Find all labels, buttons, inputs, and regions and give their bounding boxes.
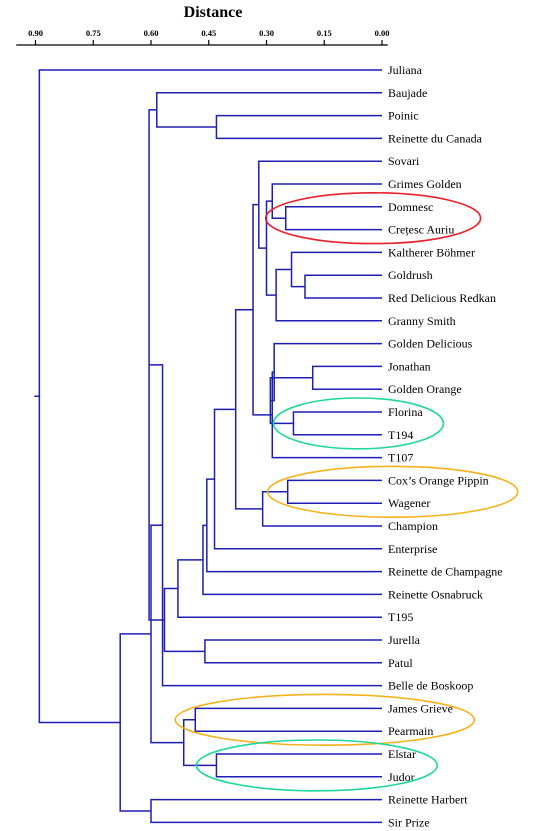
merge-link [119, 633, 151, 812]
merge-link [202, 524, 382, 596]
leaf-label-reinette-du-canada: Reinette du Canada [388, 131, 483, 145]
leaf-label-red-delicious-redkan: Red Delicious Redkan [388, 291, 496, 305]
highlight-ellipse-orange [266, 465, 519, 518]
merge-link [213, 408, 382, 550]
leaf-label-cox-s-orange-pippin: Cox’s Orange Pippin [388, 473, 489, 487]
leaf-label-t195: T195 [388, 610, 413, 624]
leaf-label-t107: T107 [388, 451, 413, 465]
merge-link [265, 200, 277, 296]
merge-link [38, 69, 382, 724]
merge-link [234, 309, 263, 510]
highlight-ellipse-orange [174, 693, 476, 746]
leaf-label-golden-delicious: Golden Delicious [388, 337, 473, 351]
leaf-label-granny-smith: Granny Smith [388, 314, 456, 328]
leaf-label-reinette-de-champagne: Reinette de Champagne [388, 565, 503, 579]
leaf-label-jonathan: Jonathan [388, 359, 431, 373]
leaf-label-wagener: Wagener [388, 496, 430, 510]
merge-link [177, 559, 382, 618]
merge-link [304, 274, 382, 299]
leaf-label-baujade: Baujade [388, 86, 427, 100]
merge-link [150, 524, 184, 744]
leaf-label-sovari: Sovari [388, 154, 420, 168]
axis-tick-label: 0.30 [259, 28, 274, 38]
leaf-label-grimes-golden: Grimes Golden [388, 177, 462, 191]
merge-link [194, 707, 382, 732]
merge-link [156, 92, 382, 128]
merge-link [270, 342, 382, 402]
leaf-label-juliana: Juliana [388, 63, 423, 77]
axis-tick-label: 0.45 [201, 28, 216, 38]
leaf-label-enterprise: Enterprise [388, 542, 437, 556]
merge-link [285, 206, 382, 231]
leaf-label-kaltherer-bohmer: Kaltherer Böhmer [388, 245, 475, 259]
leaf-label-patul: Patul [388, 656, 413, 670]
axis-tick-label: 0.75 [86, 28, 101, 38]
leaf-label-reinette-harbert: Reinette Harbert [388, 793, 468, 807]
leaf-label-goldrush: Goldrush [388, 268, 433, 282]
merge-link [215, 114, 382, 140]
leaf-label-domnesc: Domnesc [388, 200, 433, 214]
merge-link [311, 365, 382, 390]
highlight-ellipse-green [195, 739, 439, 792]
merge-link [163, 587, 205, 653]
merge-link [215, 753, 382, 778]
axis-tick-label: 0.15 [317, 28, 332, 38]
merge-link [150, 798, 382, 824]
highlight-ellipse-green [272, 397, 445, 450]
merge-link [204, 639, 382, 664]
leaf-label-sir-prize: Sir Prize [388, 815, 430, 829]
leaf-label-cretesc-auriu: Crețesc Auriu [388, 223, 454, 237]
leaf-label-reinette-osnabruck: Reinette Osnabruck [388, 587, 483, 601]
leaf-label-t194: T194 [388, 428, 413, 442]
leaf-label-belle-de-boskoop: Belle de Boskoop [388, 679, 473, 693]
merge-link [261, 491, 382, 527]
leaf-label-florina: Florina [388, 405, 423, 419]
leaf-label-jurella: Jurella [388, 633, 421, 647]
cluster-highlights [174, 192, 519, 792]
axis-tick-label: 0.00 [375, 28, 390, 38]
merge-link [252, 203, 273, 416]
dendrogram-links [34, 69, 382, 824]
axis-tick-label: 0.60 [144, 28, 159, 38]
merge-link [271, 371, 382, 459]
chart-title: Distance [184, 4, 243, 21]
merge-link [258, 160, 382, 249]
leaf-label-poinic: Poinic [388, 109, 419, 123]
leaf-labels: Juliana Baujade Poinic Reinette du Canada So… [388, 63, 503, 829]
distance-axis: 0.90 0.75 0.60 0.45 0.30 0.15 0.00 [16, 28, 390, 46]
leaf-label-champion: Champion [388, 519, 438, 533]
leaf-label-james-grieve: James Grieve [388, 701, 453, 715]
leaf-label-pearmain: Pearmain [388, 724, 433, 738]
axis-tick-label: 0.90 [28, 28, 43, 38]
leaf-label-judor: Judor [388, 770, 415, 784]
merge-link [286, 479, 382, 504]
leaf-label-golden-orange: Golden Orange [388, 382, 462, 396]
leaf-label-elstar: Elstar [388, 747, 416, 761]
merge-link [271, 183, 382, 219]
highlight-ellipse-red [264, 192, 482, 245]
merge-link [292, 411, 382, 436]
